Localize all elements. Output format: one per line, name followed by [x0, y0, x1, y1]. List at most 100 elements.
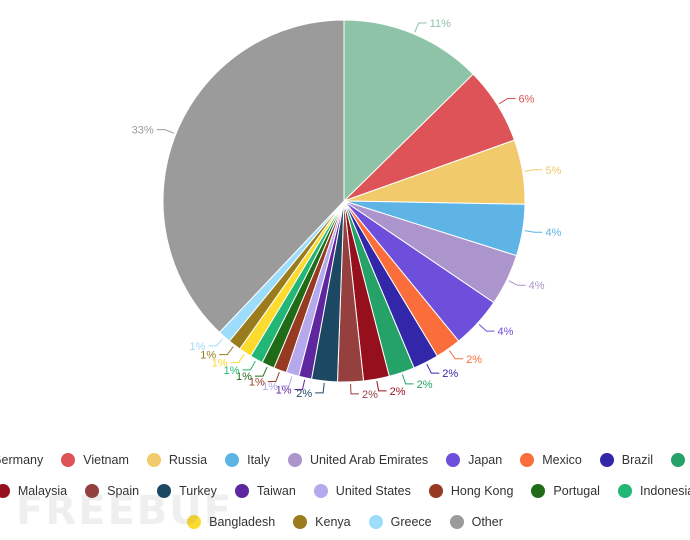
slice-other [162, 19, 345, 334]
legend-row: Bangladesh Kenya Greece Other [0, 506, 690, 537]
data-label-united-states: 1% [262, 381, 278, 393]
leader-line-brazil [426, 363, 440, 374]
legend-swatch [85, 483, 100, 498]
legend-item-portugal[interactable]: Portugal [531, 483, 600, 498]
pie-labels: 11%6%5%4%4%4%2%2%2%2%2%2%1%1%1%1%1%1%1%1… [132, 18, 562, 401]
legend-swatch [61, 452, 76, 467]
leader-line-hong-kong [267, 372, 280, 383]
legend-label: United States [335, 483, 411, 498]
legend-item-hong-kong[interactable]: Hong Kong [428, 483, 514, 498]
legend-label: Portugal [553, 483, 600, 498]
legend-label: Taiwan [256, 483, 296, 498]
legend-item-india[interactable]: India [671, 452, 690, 467]
legend-swatch [428, 483, 443, 498]
legend-label: Japan [468, 452, 503, 467]
data-label-italy: 4% [545, 227, 561, 239]
leader-line-vietnam [498, 98, 516, 105]
legend-label: Spain [107, 483, 140, 498]
legend-item-japan[interactable]: Japan [446, 452, 503, 467]
data-label-portugal: 1% [236, 371, 252, 383]
leader-line-malaysia [376, 380, 387, 392]
data-label-greece: 1% [190, 341, 206, 353]
pie-slices [162, 19, 526, 383]
legend-label: Germany [0, 452, 44, 467]
legend-item-turkey[interactable]: Turkey [157, 483, 217, 498]
legend-label: United Arab Emirates [310, 452, 429, 467]
legend-swatch [520, 452, 535, 467]
legend-label: Italy [247, 452, 271, 467]
legend-item-russia[interactable]: Russia [146, 452, 207, 467]
legend-item-greece[interactable]: Greece [368, 514, 432, 529]
data-label-brazil: 2% [442, 368, 458, 380]
legend-swatch [449, 514, 464, 529]
leader-line-taiwan [294, 379, 306, 390]
data-label-taiwan: 1% [276, 384, 292, 396]
slice-germany [343, 19, 474, 203]
legend-swatch [157, 483, 172, 498]
legend-item-united-arab-emirates[interactable]: United Arab Emirates [288, 452, 429, 467]
legend-swatch [225, 452, 240, 467]
leader-line-united-arab-emirates [508, 280, 526, 286]
data-label-kenya: 1% [200, 350, 216, 362]
legend-swatch [313, 483, 328, 498]
leader-line-greece [208, 337, 224, 347]
legend-item-germany[interactable]: Germany [0, 453, 43, 467]
leader-line-kenya [219, 346, 234, 356]
legend-row: Malaysia Spain Turkey Taiwan United States Ho… [0, 475, 690, 506]
legend-swatch [446, 452, 461, 467]
leader-line-turkey [315, 382, 325, 394]
legend-swatch [531, 483, 546, 498]
data-label-germany: 11% [430, 18, 451, 30]
legend-item-indonesia[interactable]: Indonesia [617, 483, 690, 498]
leader-line-india [401, 374, 414, 385]
leader-line-indonesia [242, 360, 256, 371]
legend-item-vietnam[interactable]: Vietnam [61, 452, 129, 467]
legend-label: Other [471, 514, 503, 529]
legend-item-taiwan[interactable]: Taiwan [234, 483, 296, 498]
legend-label: Bangladesh [209, 514, 276, 529]
legend-swatch [187, 514, 202, 529]
leader-line-japan [478, 324, 495, 332]
data-label-spain: 2% [362, 389, 378, 401]
legend-item-malaysia[interactable]: Malaysia [0, 483, 67, 498]
leader-line-spain [350, 383, 359, 395]
legend-item-brazil[interactable]: Brazil [599, 452, 654, 467]
legend-swatch [293, 514, 308, 529]
legend-label: Indonesia [639, 483, 690, 498]
legend-swatch [671, 452, 686, 467]
legend-label: Mexico [542, 452, 582, 467]
data-label-japan: 4% [497, 326, 513, 338]
data-label-russia: 5% [545, 165, 561, 177]
data-label-other: 33% [132, 125, 154, 137]
data-label-turkey: 2% [296, 388, 312, 400]
leader-line-portugal [254, 366, 268, 377]
legend-swatch [234, 483, 249, 498]
data-label-india: 2% [417, 379, 433, 391]
legend-item-other[interactable]: Other [449, 514, 503, 529]
legend-label: Greece [390, 514, 432, 529]
legend-label: Hong Kong [450, 483, 514, 498]
data-label-hong-kong: 1% [249, 377, 265, 389]
legend-swatch [599, 452, 614, 467]
data-label-indonesia: 1% [224, 365, 240, 377]
legend-item-kenya[interactable]: Kenya [293, 514, 351, 529]
data-label-bangladesh: 1% [212, 358, 228, 370]
legend-item-spain[interactable]: Spain [85, 483, 140, 498]
legend-label: Turkey [179, 483, 217, 498]
leader-line-germany [414, 22, 427, 33]
legend-label: Vietnam [83, 452, 129, 467]
leader-line-bangladesh [230, 354, 245, 364]
data-label-united-arab-emirates: 4% [529, 280, 545, 292]
legend-swatch [368, 514, 383, 529]
pie-chart: 11%6%5%4%4%4%2%2%2%2%2%2%1%1%1%1%1%1%1%1… [132, 18, 562, 401]
legend-item-bangladesh[interactable]: Bangladesh [187, 514, 276, 529]
legend-item-united-states[interactable]: United States [313, 483, 411, 498]
leader-line-united-states [281, 376, 293, 387]
leader-line-other [156, 129, 175, 134]
legend-item-italy[interactable]: Italy [225, 452, 271, 467]
legend-label: Brazil [621, 452, 654, 467]
legend-item-mexico[interactable]: Mexico [520, 452, 582, 467]
leader-line-italy [524, 230, 543, 233]
watermark: FREEBUF [16, 488, 234, 534]
data-label-vietnam: 6% [519, 94, 535, 106]
